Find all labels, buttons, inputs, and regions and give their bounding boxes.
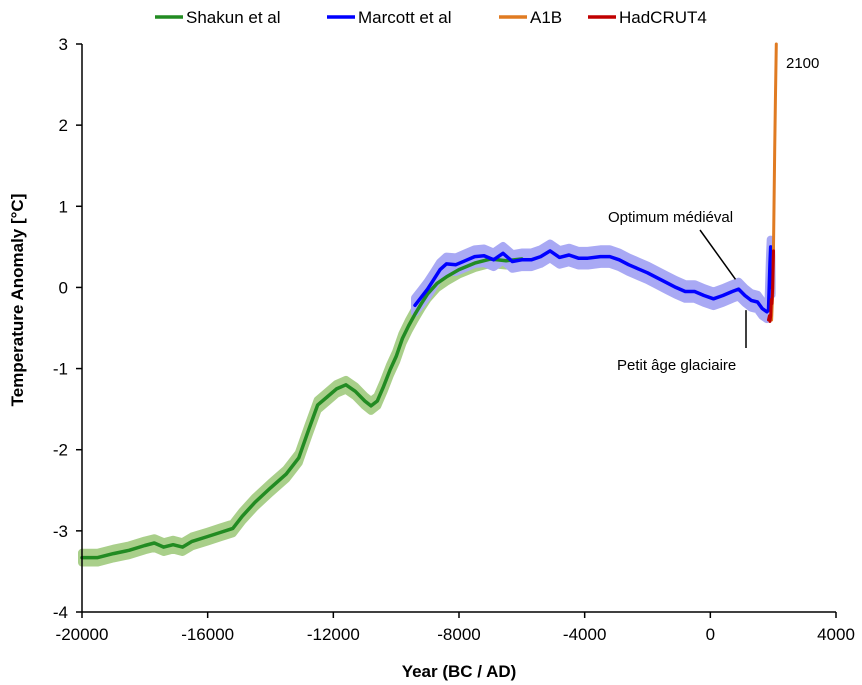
legend-label-hadcrut4: HadCRUT4 xyxy=(619,8,707,27)
x-tick-label: 0 xyxy=(706,625,715,644)
x-tick-label: 4000 xyxy=(817,625,855,644)
y-tick-label: 3 xyxy=(59,35,68,54)
ticks: -20000 -16000 -12000 -8000 -4000 0 4000 -4 -3 -2 -… xyxy=(53,35,855,644)
y-tick-label: -4 xyxy=(53,603,68,622)
axes xyxy=(81,44,836,613)
y-tick-label: 0 xyxy=(59,278,68,297)
y-tick-label: 1 xyxy=(59,197,68,216)
x-tick-label: -8000 xyxy=(437,625,480,644)
y-tick-label: -2 xyxy=(53,441,68,460)
annotations: Optimum médiéval Petit âge glaciaire 2100 xyxy=(608,55,819,374)
series-line-hadcrut4 xyxy=(767,249,775,323)
legend-label-shakun-et-al: Shakun et al xyxy=(186,8,281,27)
series-line-marcott-et-al xyxy=(413,245,774,314)
x-tick-label: -12000 xyxy=(307,625,360,644)
series-lines xyxy=(80,42,778,560)
annotation-petit-ge-glaciaire: Petit âge glaciaire xyxy=(617,357,736,374)
band-marcott-et-al xyxy=(411,235,776,324)
legend-label-a1b: A1B xyxy=(530,8,562,27)
legend-label-marcott-et-al: Marcott et al xyxy=(358,8,452,27)
y-tick-label: -1 xyxy=(53,360,68,379)
x-axis-title: Year (BC / AD) xyxy=(402,662,517,681)
annotation-leader xyxy=(699,229,737,280)
x-tick-label: -20000 xyxy=(56,625,109,644)
y-tick-label: -3 xyxy=(53,522,68,541)
y-tick-label: 2 xyxy=(59,116,68,135)
y-axis-title: Temperature Anomaly [°C] xyxy=(8,194,27,407)
x-tick-label: -4000 xyxy=(563,625,606,644)
legend: Shakun et al Marcott et al A1B HadCRUT4 xyxy=(155,8,707,27)
series-line-shakun-et-al xyxy=(80,257,524,560)
annotation-optimum-m-di-val: Optimum médiéval xyxy=(608,209,733,226)
annotation-2100: 2100 xyxy=(786,55,819,72)
x-tick-label: -16000 xyxy=(181,625,234,644)
band-shakun-et-al xyxy=(78,250,526,567)
